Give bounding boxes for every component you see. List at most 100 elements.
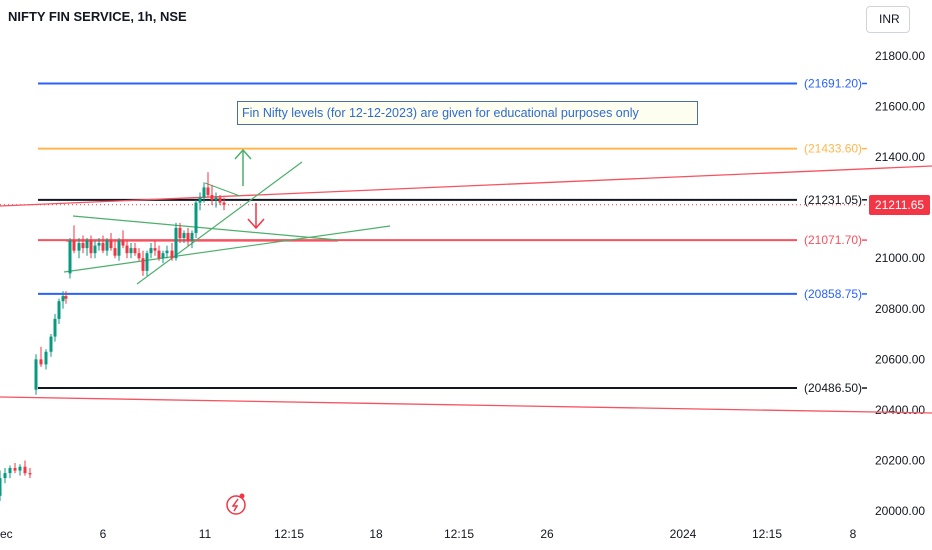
time-axis[interactable]: ec 6 11 12:15 18 12:15 26 2024 12:15 8	[0, 527, 857, 541]
x-tick-label: 12:15	[444, 527, 474, 541]
candle-body	[97, 243, 101, 246]
down-arrow-icon-head	[247, 218, 265, 230]
candle-body	[0, 478, 2, 496]
candle-body	[34, 359, 38, 390]
level-label: (20486.50)	[804, 381, 862, 395]
x-tick-label: 8	[850, 527, 857, 541]
y-tick-label: 21600.00	[875, 100, 925, 114]
y-tick-label: 20200.00	[875, 453, 925, 467]
candle-body	[72, 240, 76, 251]
candle-body	[133, 248, 137, 254]
candle-body	[18, 466, 22, 471]
level-label: (21433.60)	[804, 142, 862, 156]
candle-body	[13, 468, 17, 471]
candle-body	[64, 296, 68, 299]
y-tick-label: 20400.00	[875, 403, 925, 417]
x-tick-label: 2024	[670, 527, 697, 541]
candle-body	[218, 197, 222, 203]
candle-body	[85, 240, 89, 249]
up-arrow-icon-head	[234, 148, 252, 160]
candle-body	[157, 250, 161, 259]
x-tick-label: 26	[540, 527, 554, 541]
candle-body	[68, 240, 72, 274]
candle-body	[61, 296, 65, 302]
candle-body	[28, 473, 32, 475]
candle-body	[57, 301, 61, 319]
short-trendline	[204, 182, 241, 197]
y-tick-label: 20000.00	[875, 504, 925, 518]
candle-body	[101, 243, 105, 251]
y-tick-label: 21400.00	[875, 150, 925, 164]
candle-body	[39, 359, 43, 365]
candle-body	[145, 253, 149, 271]
flash-event-icon-dot	[239, 493, 245, 499]
level-label: (21071.70)	[804, 233, 862, 247]
candle-body	[105, 240, 109, 251]
candle-body	[186, 232, 190, 241]
direction-arrows	[234, 148, 265, 230]
x-tick-label: 6	[100, 527, 107, 541]
candle-body	[81, 243, 85, 249]
candle-body	[149, 248, 153, 254]
x-tick-label: 18	[369, 527, 383, 541]
rising-trendline	[136, 161, 303, 285]
flash-event-icon-ring	[226, 495, 246, 515]
support-trendline	[0, 396, 932, 414]
level-label: (21231.05)	[804, 193, 862, 207]
candle-body	[202, 187, 206, 198]
annotation-note[interactable]: Fin Nifty levels (for 12-12-2023) are gi…	[237, 101, 698, 125]
candle-body	[117, 240, 121, 256]
x-tick-label: 12:15	[274, 527, 304, 541]
y-tick-label: 21800.00	[875, 49, 925, 63]
resistance-trendline	[0, 165, 932, 207]
y-tick-label: 21000.00	[875, 251, 925, 265]
y-tick-label: 20800.00	[875, 302, 925, 316]
candle-body	[137, 253, 141, 259]
candle-body	[89, 240, 93, 254]
candlestick-series	[0, 172, 226, 501]
candle-body	[206, 187, 210, 196]
triangle-lower-line	[63, 225, 391, 273]
candle-body	[214, 197, 218, 201]
candle-body	[198, 197, 202, 203]
candle-body	[44, 351, 48, 365]
level-label: (20858.75)	[804, 287, 862, 301]
candle-body	[77, 243, 81, 251]
candle-body	[49, 336, 53, 352]
triangle-upper-line	[72, 215, 339, 241]
x-tick-label: 12:15	[752, 527, 782, 541]
candle-body	[222, 202, 226, 205]
flash-event-icon-bolt	[231, 498, 239, 512]
candle-body	[93, 245, 97, 254]
candle-body	[113, 248, 117, 256]
candle-body	[174, 227, 178, 259]
candle-body	[109, 240, 113, 249]
candle-body	[170, 250, 174, 259]
x-tick-label: ec	[0, 527, 13, 541]
currency-selector[interactable]: INR	[866, 6, 910, 33]
candle-body	[153, 248, 157, 251]
candle-body	[165, 250, 169, 254]
symbol-title[interactable]: NIFTY FIN SERVICE, 1h, NSE	[8, 9, 187, 24]
level-label: (21691.20)	[804, 77, 862, 91]
horizontal-levels: (21691.20) (21433.60) (21231.05) (21071.70)…	[0, 77, 867, 395]
price-axis[interactable]: 20000.00 20200.00 20400.00 20600.00 20800.00…	[875, 49, 925, 518]
candle-body	[53, 318, 57, 337]
flash-event-icon[interactable]	[226, 493, 246, 515]
candle-body	[129, 248, 133, 254]
candle-body	[194, 202, 198, 233]
candle-body	[190, 232, 194, 241]
candle-body	[210, 195, 214, 201]
candle-body	[121, 240, 125, 246]
candle-body	[182, 232, 186, 238]
candle-body	[178, 227, 182, 238]
y-tick-label: 20600.00	[875, 352, 925, 366]
candle-body	[125, 245, 129, 254]
candle-body	[23, 466, 27, 474]
candle-body	[3, 473, 7, 479]
candle-body	[141, 258, 145, 271]
current-price-badge: 21211.65	[869, 195, 930, 215]
x-tick-label: 11	[199, 527, 212, 541]
candle-body	[8, 468, 12, 474]
